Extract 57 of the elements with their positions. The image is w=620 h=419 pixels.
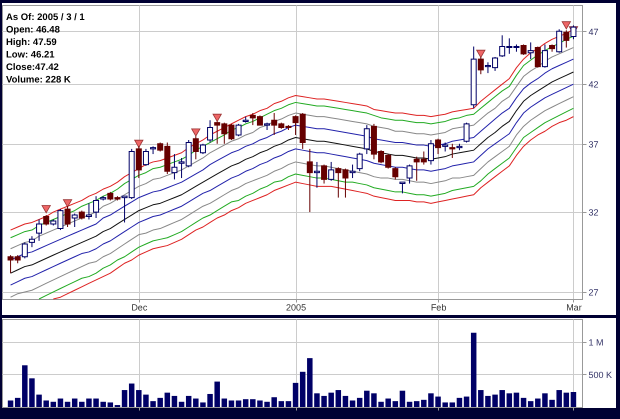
candlestick [43,214,50,226]
candlestick [406,164,413,184]
candlestick [28,236,35,248]
candlestick [364,124,370,155]
candlestick [534,46,541,68]
candlestick [93,196,100,218]
candlestick [86,202,92,220]
point [191,128,200,137]
y-tick-label: 500 K [588,370,612,380]
point [42,205,51,214]
candlestick [520,44,527,56]
annotation: Open: 46.48 [6,24,60,36]
candlestick [356,152,363,172]
y-tick-label: 27 [588,287,599,298]
candlestick [200,143,206,155]
annotation: Volume: 228 K [6,74,71,86]
candlestick [392,166,398,180]
candlestick [350,164,356,179]
point [562,21,571,30]
candlestick [171,154,178,180]
annotation: Close:47.42 [6,62,59,73]
candlestick [36,218,42,242]
candlestick [563,30,570,48]
x-tick-label: Dec [131,302,148,312]
candlestick [449,143,456,158]
point [212,114,222,122]
y-tick-label: 42 [588,80,599,90]
candlestick [542,44,548,68]
y-tick-label: 1 M [588,337,604,348]
candlestick [314,161,320,188]
annotation: High: 47.59 [6,37,57,48]
candlestick [328,161,334,182]
candlestick [306,148,313,213]
candlestick [321,164,328,184]
candlestick [435,138,442,155]
point [62,199,72,208]
candlestick [464,122,470,144]
annotation: Low: 46.21 [6,50,56,60]
candlestick [399,182,406,194]
candlestick [142,148,149,166]
y-tick-label: 32 [588,208,599,218]
x-tick-label: Mar [566,302,582,312]
x-tick-label: Feb [430,302,446,312]
y-tick-label: 47 [588,26,599,37]
annotation: As Of: 2005 / 3 / 1 [6,12,86,23]
point [476,50,486,58]
candlestick [570,24,576,40]
candlestick [528,42,534,60]
point [134,140,144,148]
candlestick [428,139,434,166]
candlestick [22,242,28,259]
candlestick [207,120,214,144]
x-tick-label: 2005 [286,302,306,312]
candlestick [72,213,78,228]
candlestick [556,28,562,54]
y-tick-label: 37 [588,139,599,150]
candlestick [236,123,242,137]
